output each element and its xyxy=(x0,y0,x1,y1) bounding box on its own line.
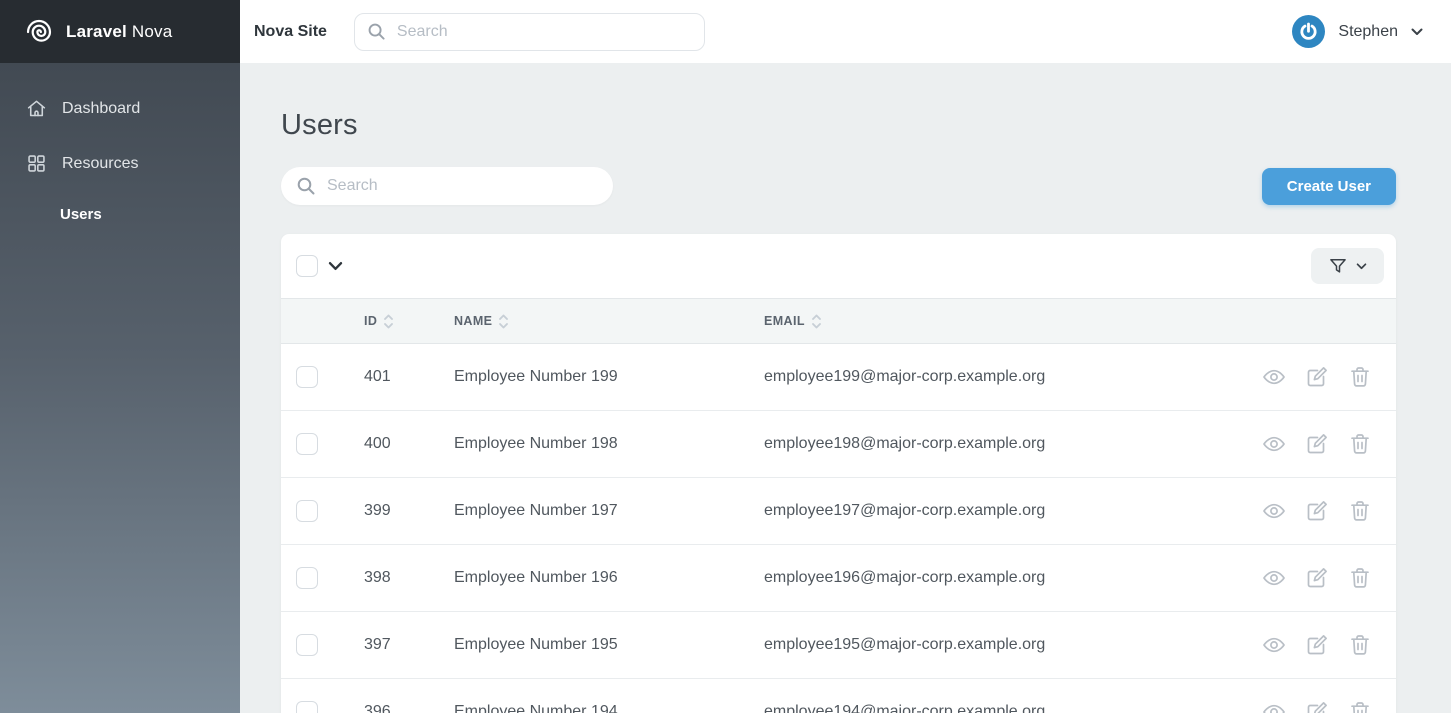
page-title: Users xyxy=(281,109,358,141)
edit-button[interactable] xyxy=(1305,700,1329,713)
logo-block[interactable]: Laravel Nova xyxy=(0,0,240,63)
delete-button[interactable] xyxy=(1348,499,1372,523)
sidebar-item-dashboard[interactable]: Dashboard xyxy=(0,87,240,130)
resource-table-card: ID NAME EMAIL xyxy=(281,234,1396,713)
row-checkbox[interactable] xyxy=(296,500,318,522)
table-row: 401 Employee Number 199 employee199@majo… xyxy=(281,344,1396,411)
global-search[interactable] xyxy=(353,12,705,51)
sidebar-item-users[interactable]: Users xyxy=(60,206,102,223)
column-header-name[interactable]: NAME xyxy=(454,313,764,330)
brand-laravel: Laravel xyxy=(66,21,127,41)
table-row: 397 Employee Number 195 employee195@majo… xyxy=(281,612,1396,679)
create-user-button[interactable]: Create User xyxy=(1261,167,1396,205)
cell-name: Employee Number 195 xyxy=(454,636,618,653)
table-header-row: ID NAME EMAIL xyxy=(281,298,1396,344)
cell-email: employee194@major-corp.example.org xyxy=(764,703,1046,713)
view-button[interactable] xyxy=(1262,365,1286,389)
cell-id: 398 xyxy=(364,569,391,586)
cell-name: Employee Number 197 xyxy=(454,502,618,519)
delete-button[interactable] xyxy=(1348,566,1372,590)
edit-button[interactable] xyxy=(1305,432,1329,456)
resource-search-input[interactable] xyxy=(327,177,601,195)
view-button[interactable] xyxy=(1262,432,1286,456)
brand-nova: Nova xyxy=(131,21,173,41)
table-row: 396 Employee Number 194 employee194@majo… xyxy=(281,679,1396,713)
row-checkbox[interactable] xyxy=(296,701,318,713)
resource-search[interactable] xyxy=(281,167,613,205)
chevron-down-icon xyxy=(1411,28,1423,36)
cell-name: Employee Number 199 xyxy=(454,368,618,385)
app-frame: Dashboard Resources Users Users Create U… xyxy=(0,63,1451,713)
select-all-checkbox[interactable] xyxy=(296,255,318,277)
sidebar-item-label: Dashboard xyxy=(62,99,141,117)
edit-button[interactable] xyxy=(1305,499,1329,523)
delete-button[interactable] xyxy=(1348,432,1372,456)
topbar: Laravel Nova Nova Site Stephen xyxy=(0,0,1451,63)
view-button[interactable] xyxy=(1262,633,1286,657)
brand-wordmark: Laravel Nova xyxy=(66,22,172,42)
sidebar: Dashboard Resources Users xyxy=(0,63,240,713)
cell-name: Employee Number 196 xyxy=(454,569,618,586)
row-checkbox[interactable] xyxy=(296,634,318,656)
table-toolbar xyxy=(281,234,1396,298)
global-search-input[interactable] xyxy=(396,22,692,41)
edit-button[interactable] xyxy=(1305,633,1329,657)
sort-icon xyxy=(811,313,822,330)
sort-icon xyxy=(383,313,394,330)
laravel-nova-swirl-icon xyxy=(25,18,53,46)
cell-email: employee198@major-corp.example.org xyxy=(764,435,1046,452)
search-icon xyxy=(367,22,386,41)
controls-row: Create User xyxy=(281,167,1396,205)
cell-id: 399 xyxy=(364,502,391,519)
table-row: 400 Employee Number 198 employee198@majo… xyxy=(281,411,1396,478)
view-button[interactable] xyxy=(1262,700,1286,713)
funnel-icon xyxy=(1328,256,1348,276)
edit-button[interactable] xyxy=(1305,365,1329,389)
site-name-link[interactable]: Nova Site xyxy=(254,22,327,40)
row-checkbox[interactable] xyxy=(296,366,318,388)
cell-id: 401 xyxy=(364,368,391,385)
filter-dropdown-button[interactable] xyxy=(1311,248,1384,284)
cell-email: employee195@major-corp.example.org xyxy=(764,636,1046,653)
delete-button[interactable] xyxy=(1348,633,1372,657)
topbar-main: Nova Site Stephen xyxy=(240,0,1451,63)
avatar xyxy=(1292,15,1326,48)
cell-email: employee196@major-corp.example.org xyxy=(764,569,1046,586)
table-row: 399 Employee Number 197 employee197@majo… xyxy=(281,478,1396,545)
cell-email: employee199@major-corp.example.org xyxy=(764,368,1046,385)
table-body: 401 Employee Number 199 employee199@majo… xyxy=(281,344,1396,713)
cell-id: 400 xyxy=(364,435,391,452)
column-header-email[interactable]: EMAIL xyxy=(764,313,1246,330)
view-button[interactable] xyxy=(1262,499,1286,523)
cell-email: employee197@major-corp.example.org xyxy=(764,502,1046,519)
column-header-id[interactable]: ID xyxy=(364,313,454,330)
cell-name: Employee Number 198 xyxy=(454,435,618,452)
table-row: 398 Employee Number 196 employee196@majo… xyxy=(281,545,1396,612)
sort-icon xyxy=(498,313,509,330)
view-button[interactable] xyxy=(1262,566,1286,590)
cell-id: 397 xyxy=(364,636,391,653)
grid-icon xyxy=(26,153,47,174)
user-menu[interactable]: Stephen xyxy=(1292,15,1423,48)
column-label: EMAIL xyxy=(764,314,805,328)
user-name: Stephen xyxy=(1338,22,1398,40)
column-label: ID xyxy=(364,314,378,328)
delete-button[interactable] xyxy=(1348,365,1372,389)
chevron-down-icon xyxy=(1356,262,1367,270)
row-checkbox[interactable] xyxy=(296,433,318,455)
column-label: NAME xyxy=(454,314,493,328)
search-icon xyxy=(296,176,316,196)
row-checkbox[interactable] xyxy=(296,567,318,589)
home-icon xyxy=(26,98,47,119)
edit-button[interactable] xyxy=(1305,566,1329,590)
cell-id: 396 xyxy=(364,703,391,713)
cell-name: Employee Number 194 xyxy=(454,703,618,713)
sidebar-item-label: Resources xyxy=(62,154,139,172)
bulk-actions-chevron-down-icon[interactable] xyxy=(328,261,343,271)
main-content: Users Create User xyxy=(240,63,1451,713)
delete-button[interactable] xyxy=(1348,700,1372,713)
sidebar-item-resources[interactable]: Resources xyxy=(0,142,240,185)
